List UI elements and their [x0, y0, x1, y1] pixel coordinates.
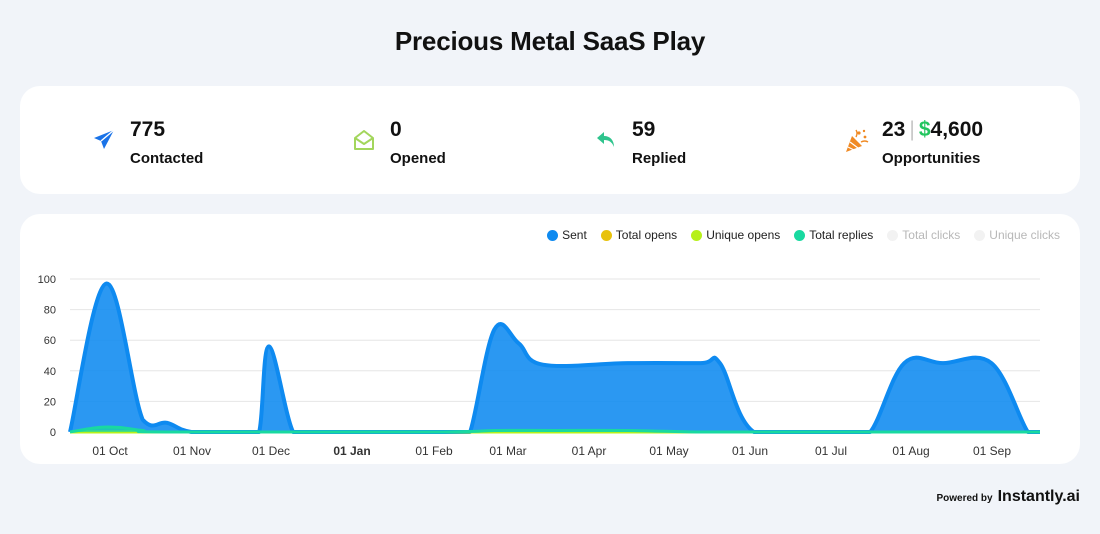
stats-card: 775 Contacted 0 Opened 59 Replied 23 | $4,… — [20, 86, 1080, 194]
replied-value: 59 — [632, 118, 656, 141]
legend-label: Total replies — [809, 228, 874, 242]
page-title: Precious Metal SaaS Play — [394, 26, 706, 56]
x-tick-label: 01 Aug — [892, 444, 929, 458]
opportunities-amount: 4,600 — [930, 118, 984, 141]
area-sent — [70, 283, 1040, 432]
chart-legend: Sent Total opens Unique opens Total replies… — [547, 228, 1060, 242]
opened-label: Opened — [390, 150, 446, 167]
legend-item-sent[interactable]: Sent — [547, 228, 587, 242]
line-total-replies — [69, 425, 1040, 434]
reply-arrow-icon — [594, 128, 620, 154]
x-tick-label: 01 May — [649, 444, 688, 458]
opened-value: 0 — [390, 118, 402, 141]
chart-card: 0 20 40 60 80 100 01 Oct 01 Nov 01 Dec 01 Jan 01 F… — [20, 214, 1080, 464]
legend-item-total-replies[interactable]: Total replies — [794, 228, 873, 242]
legend-item-unique-opens[interactable]: Unique opens — [691, 228, 780, 242]
legend-dot — [887, 229, 899, 241]
x-tick-label: 01 Jan — [333, 444, 370, 458]
area-chart: 0 20 40 60 80 100 01 Oct 01 Nov 01 Dec 01 Jan 01 F… — [38, 274, 1040, 458]
legend-label: Unique clicks — [989, 228, 1060, 242]
x-tick-label: 01 Oct — [92, 444, 128, 458]
x-tick-label: 01 Mar — [489, 444, 526, 458]
x-tick-label: 01 Jul — [815, 444, 847, 458]
envelope-open-icon — [352, 128, 378, 154]
party-popper-icon — [844, 128, 870, 154]
x-tick-label: 01 Apr — [572, 444, 607, 458]
opportunities-value: 23 | $4,600 — [882, 118, 983, 142]
legend-dot — [547, 229, 559, 241]
x-tick-label: 01 Jun — [732, 444, 768, 458]
legend-item-total-opens[interactable]: Total opens — [600, 228, 678, 242]
legend-dot — [600, 229, 612, 241]
legend-dot — [974, 229, 986, 241]
y-tick-label: 0 — [50, 427, 56, 439]
opportunities-label: Opportunities — [882, 150, 981, 167]
powered-by: Powered by Instantly.ai — [936, 488, 1080, 506]
y-tick-label: 20 — [44, 396, 56, 408]
paper-plane-icon — [92, 128, 118, 154]
y-tick-label: 40 — [44, 366, 56, 378]
powered-by-text: Powered by — [936, 493, 993, 504]
x-tick-label: 01 Sep — [973, 444, 1011, 458]
opportunities-separator: | — [909, 118, 915, 141]
legend-dot — [794, 229, 806, 241]
x-tick-label: 01 Nov — [173, 444, 211, 458]
y-tick-label: 60 — [44, 335, 56, 347]
y-tick-label: 100 — [38, 274, 56, 286]
contacted-value: 775 — [130, 118, 166, 141]
legend-label: Total clicks — [902, 228, 961, 242]
legend-dot — [691, 229, 703, 241]
brand-logo[interactable]: Instantly.ai — [997, 488, 1080, 505]
legend-item-total-clicks[interactable]: Total clicks — [887, 228, 960, 242]
legend-item-unique-clicks[interactable]: Unique clicks — [974, 228, 1060, 242]
x-tick-label: 01 Dec — [252, 444, 290, 458]
currency-symbol: $ — [918, 118, 931, 141]
x-tick-label: 01 Feb — [415, 444, 453, 458]
legend-label: Unique opens — [706, 228, 781, 242]
replied-label: Replied — [632, 150, 687, 167]
contacted-label: Contacted — [130, 150, 204, 167]
legend-label: Sent — [562, 228, 587, 242]
y-tick-label: 80 — [44, 305, 56, 317]
opportunities-count: 23 — [882, 118, 906, 141]
legend-label: Total opens — [615, 228, 678, 242]
